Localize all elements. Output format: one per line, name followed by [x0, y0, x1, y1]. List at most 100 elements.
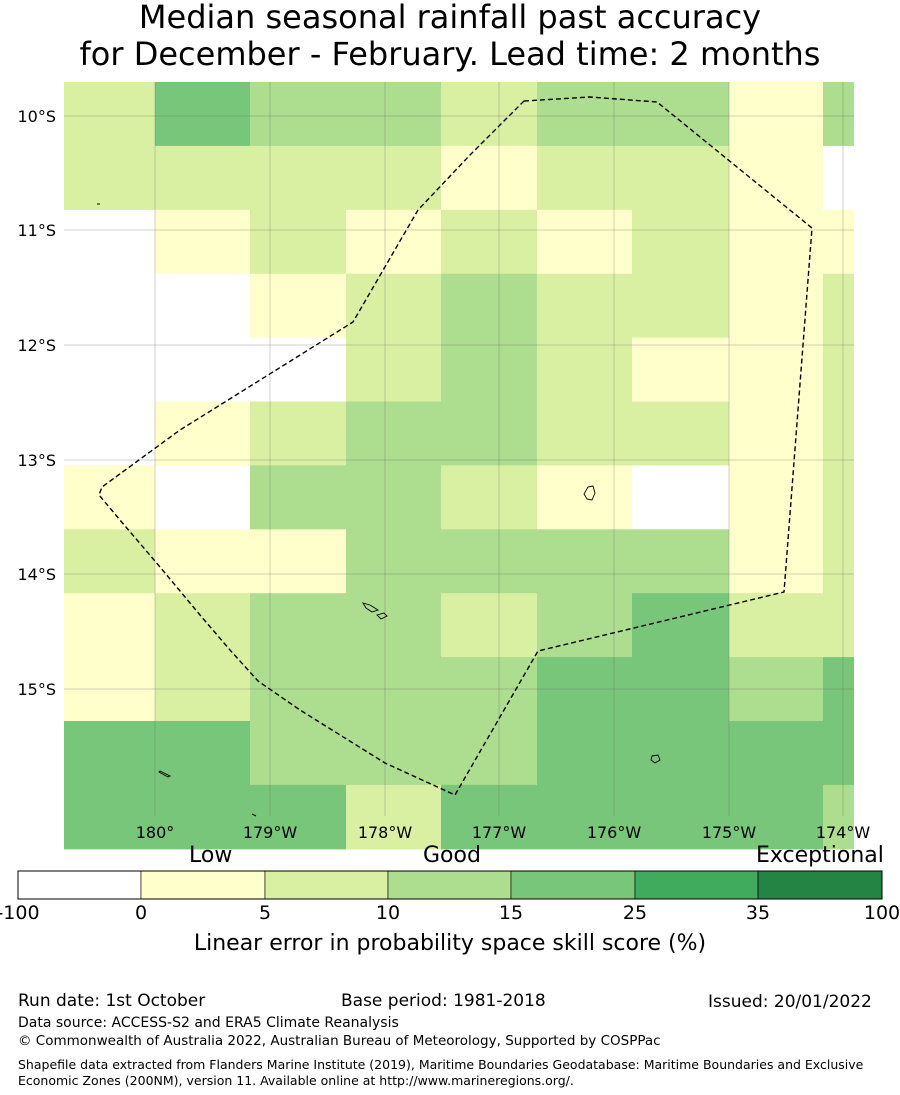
colorbar-tick-label: 100: [863, 902, 900, 924]
grid-cell: [729, 209, 823, 275]
grid-cell: [155, 337, 250, 403]
longitude-label: 178°W: [358, 823, 413, 842]
grid-cell: [537, 529, 632, 594]
island-wallis: [583, 485, 596, 501]
grid-cell: [537, 465, 632, 530]
grid-cell: [729, 593, 823, 658]
colorbar-swatch: [264, 870, 389, 900]
grid-cell: [250, 337, 346, 403]
island-alofi: [376, 612, 388, 620]
grid-cell: [632, 82, 729, 147]
grid-cell: [346, 529, 441, 594]
grid-cell: [441, 337, 537, 403]
grid-cell: [823, 209, 854, 275]
grid-cell: [441, 657, 537, 722]
grid-cell: [823, 784, 854, 850]
grid-cell: [537, 273, 632, 339]
colorbar-tick-label: 0: [134, 902, 148, 924]
grid-cell: [441, 529, 537, 594]
grid-cell: [441, 784, 537, 850]
grid-cell: [64, 209, 155, 275]
grid-cell: [441, 593, 537, 658]
grid-cell: [537, 721, 632, 786]
grid-cell: [632, 465, 729, 530]
grid-cell: [632, 273, 729, 339]
grid-cell: [729, 657, 823, 722]
latitude-label: 15°S: [17, 680, 56, 699]
grid-cell: [155, 784, 250, 850]
longitude-label: 176°W: [587, 823, 642, 842]
grid-cell: [64, 721, 155, 786]
colorbar-swatch: [387, 870, 512, 900]
category-good: Good: [423, 843, 481, 868]
island-futuna: [362, 602, 380, 613]
grid-cell: [537, 593, 632, 658]
skill-score-map: 10°S11°S12°S13°S14°S15°S 180° 179°W 178°W 1…: [17, 82, 870, 850]
grid-cell: [729, 721, 823, 786]
grid-cell: [632, 337, 729, 403]
grid-cell: [155, 82, 250, 147]
grid-cell: [823, 273, 854, 339]
grid-cell: [155, 529, 250, 594]
grid-cell: [441, 721, 537, 786]
grid-cell: [64, 145, 155, 211]
grid-cell: [823, 529, 854, 594]
grid-cell: [155, 401, 250, 466]
island-south: [650, 754, 661, 764]
colorbar-tick-label: 10: [375, 902, 401, 924]
grid-cell: [155, 209, 250, 275]
grid-cell: [346, 465, 441, 530]
latitude-label: 10°S: [17, 107, 56, 126]
grid-cell: [537, 401, 632, 466]
run-date: Run date: 1st October: [18, 991, 206, 1011]
grid-cell: [250, 82, 346, 147]
grid-cell: [537, 657, 632, 722]
eez-boundary: [98, 96, 813, 796]
grid-cell: [823, 337, 854, 403]
grid-cell: [64, 401, 155, 466]
grid-cell: [632, 721, 729, 786]
grid-cell: [64, 657, 155, 722]
grid-cell: [729, 337, 823, 403]
grid-cell: [346, 209, 441, 275]
colorbar-swatch: [140, 870, 266, 900]
grid-cell: [155, 593, 250, 658]
graticule: [64, 82, 854, 816]
shapefile-note: Shapefile data extracted from Flanders M…: [18, 1057, 864, 1088]
grid-cell: [632, 529, 729, 594]
grid-cell: [250, 465, 346, 530]
grid-cell: [632, 657, 729, 722]
data-source: Data source: ACCESS-S2 and ERA5 Climate …: [18, 1015, 399, 1031]
colorbar-tick-label: 35: [745, 902, 771, 924]
map-title-line-1: Median seasonal rainfall past accuracy: [138, 0, 762, 36]
grid-cell: [632, 593, 729, 658]
colorbar-tick-label: 15: [498, 902, 524, 924]
grid-cell: [537, 145, 632, 211]
grid-cell: [250, 401, 346, 466]
grid-cell: [346, 337, 441, 403]
grid-cell: [250, 529, 346, 594]
colorbar-tick-label: 5: [258, 902, 272, 924]
grid-cell: [346, 401, 441, 466]
longitude-label: 175°W: [702, 823, 757, 842]
grid-cell: [250, 273, 346, 339]
grid-cell: [64, 465, 155, 530]
colorbar-swatch: [634, 870, 759, 900]
grid-cell: [441, 273, 537, 339]
grid-cell: [632, 145, 729, 211]
grid-cell: [441, 145, 537, 211]
grid-cell: [537, 82, 632, 147]
grid-cell: [441, 401, 537, 466]
colorbar-swatch: [757, 870, 883, 900]
island-reef: [158, 770, 172, 778]
grid-cell: [729, 784, 823, 850]
grid-cell: [823, 465, 854, 530]
grid-cell: [346, 721, 441, 786]
colorbar-label: Linear error in probability space skill …: [193, 931, 707, 956]
grid-cell: [64, 784, 155, 850]
grid-cell: [537, 337, 632, 403]
grid-cell: [729, 465, 823, 530]
grid-cell: [155, 657, 250, 722]
grid-cell: [250, 145, 346, 211]
grid-cell: [823, 145, 854, 211]
